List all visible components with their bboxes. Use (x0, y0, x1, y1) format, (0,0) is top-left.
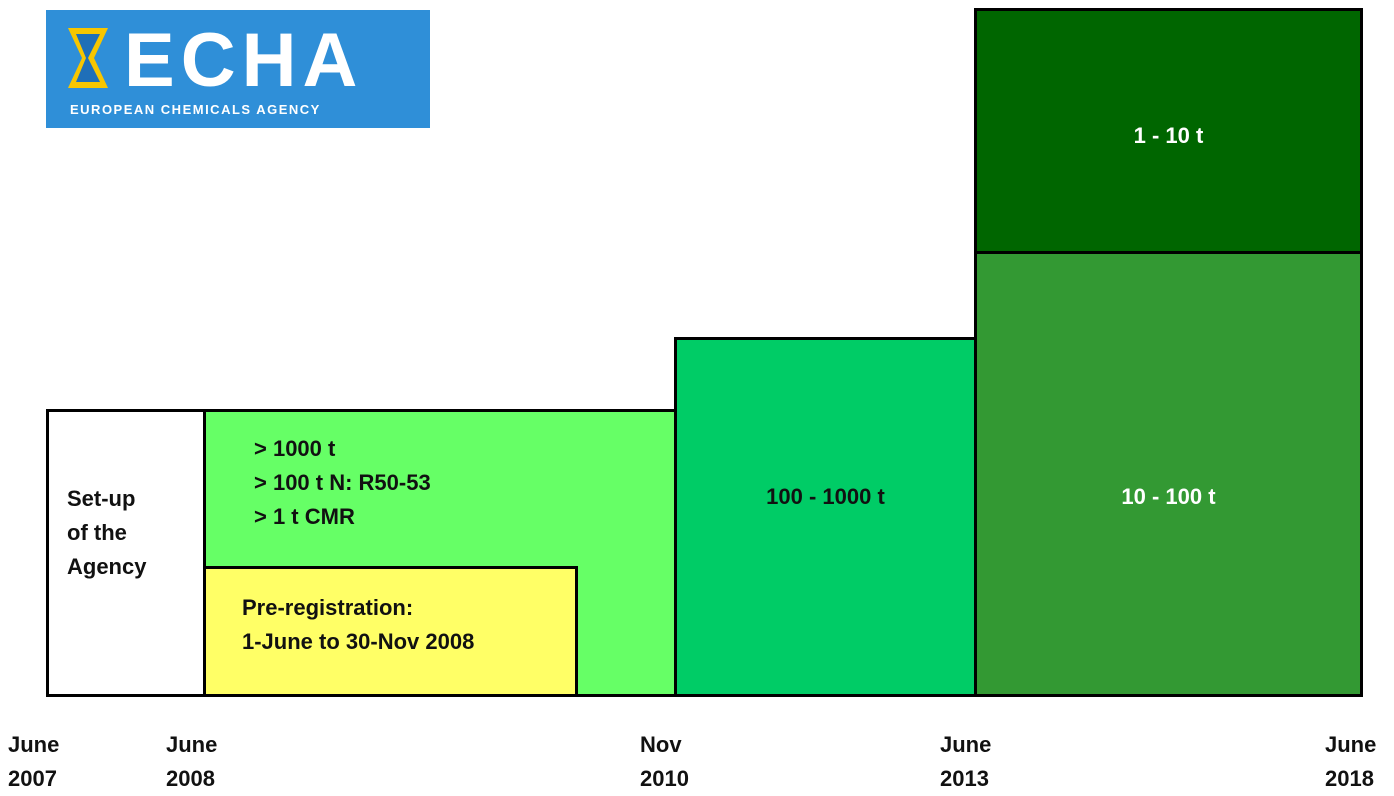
phase4-box: 1 - 10 t (974, 8, 1363, 254)
timeline-label: June 2007 (8, 728, 59, 796)
timeline-label: June 2018 (1325, 728, 1376, 796)
timeline-month: June (1325, 732, 1377, 757)
timeline-year: 2018 (1325, 766, 1374, 791)
timeline-label: Nov 2010 (640, 728, 689, 796)
timeline-label: June 2008 (166, 728, 217, 796)
box-text: Set-up (67, 486, 136, 511)
setup-box: Set-up of the Agency (46, 409, 206, 697)
box-text: 10 - 100 t (1121, 484, 1216, 509)
logo: ECHA EUROPEAN CHEMICALS AGENCY (46, 10, 430, 128)
timeline-month: June (940, 732, 992, 757)
timeline-year: 2008 (166, 766, 215, 791)
logo-graphic: ECHA EUROPEAN CHEMICALS AGENCY (68, 18, 363, 117)
logo-icon-inner (76, 34, 100, 82)
box-text: Agency (67, 554, 147, 579)
box-text: Pre-registration: (242, 595, 414, 620)
timeline-year: 2007 (8, 766, 57, 791)
phase3-box: 10 - 100 t (974, 251, 1363, 697)
timeline-year: 2013 (940, 766, 989, 791)
box-text: > 1000 t (254, 436, 336, 461)
box-text: 1-June to 30-Nov 2008 (242, 629, 475, 654)
box-text: of the (67, 520, 127, 545)
timeline-month: June (8, 732, 60, 757)
box-text: > 100 t N: R50-53 (254, 470, 431, 495)
timeline-label: June 2013 (940, 728, 991, 796)
timeline-month: Nov (640, 732, 682, 757)
timeline-month: June (166, 732, 218, 757)
box-text: > 1 t CMR (254, 504, 355, 529)
phase2-box: 100 - 1000 t (674, 337, 977, 697)
logo-name: ECHA (124, 18, 363, 103)
box-text: 100 - 1000 t (766, 484, 885, 509)
box-text: 1 - 10 t (1133, 123, 1204, 148)
logo-tagline: EUROPEAN CHEMICALS AGENCY (70, 102, 321, 117)
preregistration-box: Pre-registration: 1-June to 30-Nov 2008 (203, 566, 578, 697)
timeline-year: 2010 (640, 766, 689, 791)
